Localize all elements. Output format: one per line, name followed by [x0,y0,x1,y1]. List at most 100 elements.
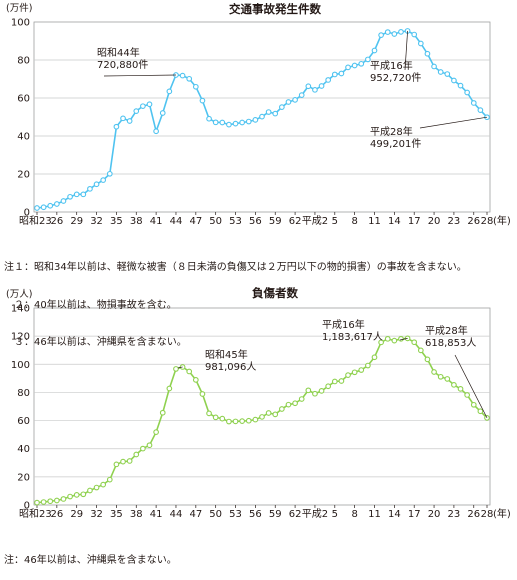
x-tick-label: 53 [229,216,242,227]
data-point [67,193,73,200]
data-point [345,372,351,378]
data-point [179,72,186,79]
x-tick-label: 20 [428,216,441,227]
data-point [365,56,371,63]
data-point [318,388,325,394]
x-tick-label: 26 [467,216,480,227]
data-point [312,390,318,397]
data-point [212,414,219,421]
data-point [398,335,404,342]
data-point [126,458,133,464]
data-point [252,416,259,423]
data-point [192,377,199,383]
plot-frame [33,21,491,213]
data-point [272,411,279,418]
data-point [351,62,358,69]
y-tick-label: 40 [17,132,30,143]
data-point [192,83,199,90]
data-point [146,101,153,108]
data-point [431,369,437,375]
data-point [424,356,431,363]
data-point [285,401,292,408]
data-point [166,385,173,392]
data-point [451,77,457,84]
data-point [259,113,265,120]
data-point [159,409,166,416]
annotation-leader [177,366,183,369]
data-point [186,75,193,82]
data-point [391,337,398,344]
y-tick-label: 80 [17,56,30,67]
data-point [265,109,272,115]
y-tick-label: 100 [11,18,30,29]
data-point [34,205,40,211]
data-point [451,381,457,388]
x-tick-label: 8 [351,216,357,227]
annotation-label: 平成16年 [322,318,365,331]
data-point [106,170,113,177]
chart-title: 負傷者数 [252,286,298,300]
annotation-leader [419,116,488,129]
x-tick-label: 35 [110,216,123,227]
notes-accidents: 注１：昭和34年以前は、軽微な被害（８日未満の負傷又は２万円以下の物的損害）の事… [4,237,467,362]
data-point [351,369,358,376]
data-point [318,83,325,89]
x-tick-label: 11 [368,216,381,227]
annotation-label: 平成28年 [425,324,468,337]
x-tick-label: 50 [209,216,222,227]
data-point [219,415,226,422]
data-point [292,97,298,103]
x-tick-label: 47 [189,216,202,227]
data-point [40,204,47,211]
x-tick-label: 20 [428,509,441,520]
x-tick-label: 56 [249,509,262,520]
data-point [464,89,470,96]
data-point [298,92,305,98]
x-tick-label: 17 [408,509,421,520]
x-tick-label: 平成2 [302,215,328,227]
x-tick-label: 38 [130,216,143,227]
annotation-label: 昭和45年 [205,348,248,361]
x-tick-label: 41 [150,509,163,520]
data-point [477,408,484,415]
note-line: ３：46年以前は、沖縄県を含まない。 [4,337,187,348]
data-point [40,499,47,505]
y-axis-unit: (万人) [6,289,32,300]
x-tick-label: 5 [332,509,338,520]
data-point [457,386,464,392]
data-point [54,497,60,504]
data-point [338,378,345,384]
annotation-value: 499,201件 [370,138,421,150]
data-point [345,64,351,71]
x-tick-label: 26 [50,216,63,227]
x-tick-label: 26 [50,509,63,520]
data-point [80,491,87,498]
x-tick-label: 50 [209,509,222,520]
data-point [186,368,193,375]
data-point [173,366,179,372]
data-point [199,391,206,397]
data-point [371,47,378,54]
data-point [391,31,398,37]
y-tick-label: 0 [24,501,30,512]
annotation-label: 平成28年 [370,125,413,138]
data-point [384,29,391,35]
data-point [424,50,431,57]
x-tick-label: 47 [189,509,202,520]
data-point [239,119,245,126]
data-point [484,415,490,421]
x-tick-label: 昭和23 [19,508,52,520]
annotation-leader [404,30,408,71]
y-tick-label: 20 [17,170,30,181]
data-point [126,118,133,124]
x-tick-label: 平成2 [302,508,328,520]
data-point [226,121,232,128]
data-point [100,481,107,488]
data-point [245,417,252,424]
data-point [411,339,418,346]
y-tick-label: 100 [11,360,30,371]
y-tick-labels: 0 20 40 60 80 100 [11,18,30,219]
data-point [331,71,338,78]
x-axis-unit: (年) [493,507,511,520]
